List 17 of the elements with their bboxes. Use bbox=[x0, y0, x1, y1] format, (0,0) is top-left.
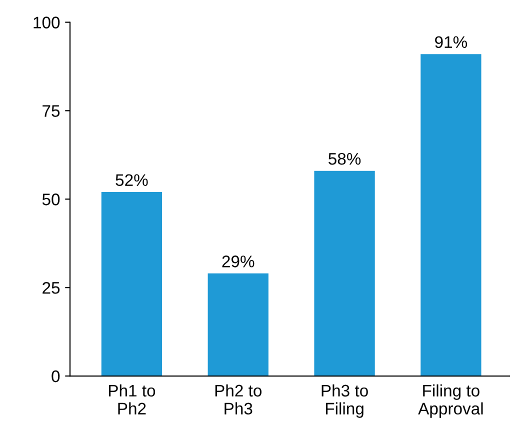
data-label: 52% bbox=[116, 174, 148, 186]
y-tick-label: 100 bbox=[34, 16, 60, 28]
data-label: 91% bbox=[435, 36, 468, 48]
y-tick-label: 75 bbox=[42, 105, 60, 117]
x-tick-label: Ph1 to Ph2 bbox=[109, 384, 156, 414]
y-tick-label: 25 bbox=[42, 282, 60, 294]
x-tick-label: Ph2 to Ph3 bbox=[215, 384, 262, 415]
bar bbox=[314, 170, 375, 376]
y-tick-label: 0 bbox=[52, 370, 60, 382]
bar bbox=[420, 54, 482, 376]
x-tick-label: Ph3 to Filing bbox=[322, 384, 368, 418]
data-label: 58% bbox=[328, 152, 361, 165]
bar bbox=[101, 192, 162, 376]
data-label: 29% bbox=[222, 256, 254, 268]
x-tick-label: Filing to Approval bbox=[418, 384, 483, 418]
y-tick-label: 50 bbox=[42, 194, 60, 206]
bar bbox=[208, 273, 268, 376]
